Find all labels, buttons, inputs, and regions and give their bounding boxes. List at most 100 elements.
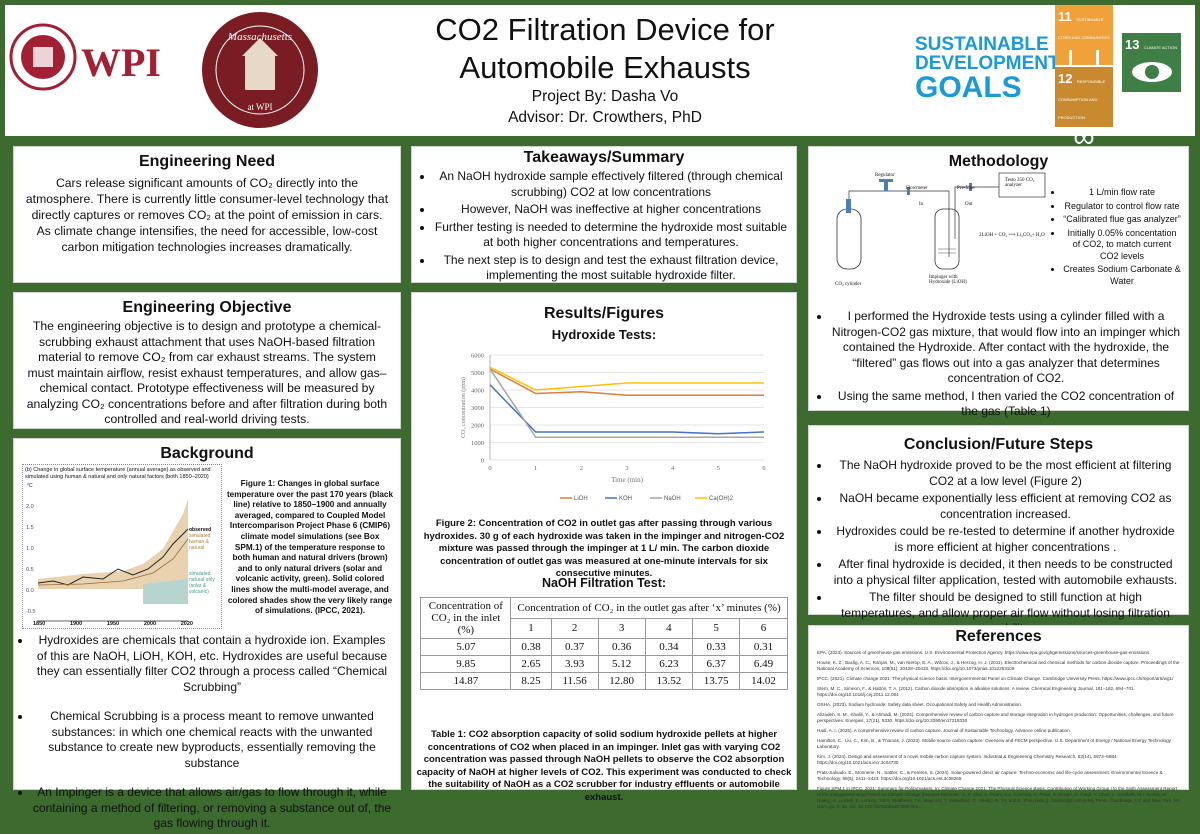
figure-heading: (b) Change in global surface temperature…	[25, 467, 211, 480]
takeaways-panel: Takeaways/Summary An NaOH hydroxide samp…	[411, 146, 797, 283]
minute-header: 5	[692, 617, 741, 639]
series-line-lioh	[489, 368, 764, 396]
temperature-figure: (b) Change in global surface temperature…	[22, 464, 222, 629]
y-tick-label: 3000	[471, 405, 484, 412]
methodology-bullets: I performed the Hydroxide tests using a …	[809, 307, 1189, 422]
advisor: Advisor: Dr. Crowthers, PhD	[508, 109, 702, 126]
poster-title: CO2 Filtration Device for Automobile Exh…	[435, 12, 775, 85]
table-1-caption: Table 1: CO2 absorption capacity of soli…	[416, 729, 792, 803]
sdg-tile-number: 12	[1058, 71, 1073, 86]
section-title: Takeaways/Summary	[523, 149, 685, 166]
figure-unit: °C	[27, 483, 33, 489]
figure-2-caption: Figure 2: Concentration of CO2 in outlet…	[423, 518, 785, 579]
svg-text:Massachusetts: Massachusetts	[227, 31, 292, 43]
outlet-cell: 6.49	[739, 655, 788, 673]
section-title: Engineering Objective	[122, 299, 292, 316]
x-tick-label: 1	[534, 465, 537, 472]
outlet-header: Concentration of CO₂ in the outlet gas a…	[510, 597, 788, 619]
label-reaction: 2LiOH + CO₂ ⟹ Li₂CO₃+ H₂O	[979, 233, 1045, 238]
engineering-need-panel: Engineering Need Cars release significan…	[13, 146, 401, 283]
sdg-tile-13: 13 CLIMATE ACTION	[1122, 33, 1181, 92]
outlet-cell: 8.25	[510, 672, 552, 690]
figure-1-caption: Figure 1: Changes in global surface temp…	[226, 479, 394, 616]
y-axis-label: CO₂ concentration (ppm)	[460, 377, 467, 438]
reference-item: Figure SPM.1 in IPCC, 2021: Summary for …	[817, 786, 1181, 809]
legend-label: KOH	[619, 496, 632, 502]
bullet-item: “Calibrated flue gas analyzer”	[1063, 214, 1181, 226]
references-list: EPA. (2023). Sources of greenhouse gas e…	[809, 650, 1188, 810]
outlet-cell: 0.37	[550, 638, 599, 656]
inlet-cell: 5.07	[420, 638, 512, 656]
apparatus-diagram	[836, 172, 1046, 270]
bullet-item: Creates Sodium Carbonate & Water	[1063, 264, 1181, 287]
minute-header: 3	[597, 617, 646, 639]
minute-header: 2	[550, 617, 599, 639]
bullet-item: Initially 0.05% concentation of CO2, to …	[1063, 228, 1181, 263]
author: Project By: Dasha Vo	[531, 88, 679, 105]
x-tick: 1900	[69, 621, 83, 627]
outlet-cell: 13.52	[644, 672, 694, 690]
x-tick: 1950	[106, 621, 120, 627]
sdg-logo-line: GOALS	[915, 71, 1022, 104]
sdg-tile-label: RESPONSIBLE CONSUMPTION AND PRODUCTION	[1058, 79, 1106, 120]
label-prefilter: Pre-filter	[957, 186, 976, 191]
temperature-plot	[37, 499, 189, 622]
table-wrap: Concentration of CO₂ in the inlet (%) Con…	[412, 597, 796, 690]
figure-labels: observed simulated human & natural simul…	[189, 527, 221, 595]
methodology-panel: Methodology Regulator Flowmeter Pre-filt…	[808, 146, 1189, 418]
y-tick: -0.5	[26, 609, 36, 615]
minute-header: 1	[510, 617, 552, 639]
sdg-tile-label: CLIMATE ACTION	[1143, 45, 1177, 50]
bullet-item: Hydroxides are chemicals that contain a …	[32, 633, 392, 695]
wpi-logo: WPI	[81, 40, 161, 85]
outlet-cell: 14.02	[739, 672, 788, 690]
y-tick-label: 5000	[471, 370, 484, 377]
x-tick: 2000	[143, 621, 157, 627]
x-tick-label: 4	[671, 465, 675, 472]
reference-item: House, K. Z., Baclig, A. C., Ranjan, M.,…	[817, 660, 1180, 671]
y-tick: 1.5	[26, 525, 34, 531]
legend-label: Ca(OH)2	[709, 496, 734, 502]
bullet-item: However, NaOH was ineffective at higher …	[434, 202, 788, 218]
reference-item: OSHA. (2023). Sodium hydroxide: Safety d…	[817, 702, 1023, 707]
x-tick-label: 5	[717, 465, 720, 472]
bullet-item: Regulator to control flow rate	[1063, 201, 1181, 213]
y-tick-label: 4000	[471, 388, 484, 395]
table-header-row: Concentration of CO₂ in the inlet (%) Con…	[420, 597, 788, 639]
bullet-item: The filter should be designed to still f…	[831, 590, 1180, 637]
x-tick-label: 2	[580, 465, 583, 472]
y-tick: 0.0	[26, 588, 34, 594]
y-tick-label: 2000	[471, 423, 484, 430]
label-in: In	[919, 202, 924, 207]
outlet-cell: 13.75	[692, 672, 741, 690]
y-tick: 1.0	[26, 546, 34, 552]
engineering-objective-panel: Engineering Objective The engineering ob…	[13, 292, 401, 429]
outlet-cell: 0.33	[692, 638, 741, 656]
table-row: 5.07 0.38 0.37 0.36 0.34 0.33 0.31	[420, 638, 788, 656]
conclusion-bullets: The NaOH hydroxide proved to be the most…	[809, 454, 1188, 637]
outlet-cell: 2.65	[510, 655, 552, 673]
section-title: References	[955, 628, 1042, 645]
x-tick: 2020	[180, 621, 193, 627]
sdg-tile-number: 11	[1058, 9, 1072, 24]
y-tick: 2.0	[26, 504, 34, 510]
outlet-cell: 6.23	[644, 655, 694, 673]
label-natural-only: simulated natural only (solar & volcanic…	[189, 571, 215, 595]
legend-label: LiOH	[574, 496, 588, 502]
bullet-item: Further testing is needed to determine t…	[434, 220, 788, 251]
sdg-tile-number: 13	[1125, 37, 1140, 52]
minute-header: 6	[739, 617, 788, 639]
objective-text: The engineering objective is to design a…	[26, 319, 388, 426]
reference-item: Stern, M. C., Simeon, F., & Hatton, T. A…	[817, 686, 1135, 697]
series-line-koh	[489, 384, 765, 435]
bullet-item: NaOH became exponentially less efficient…	[831, 491, 1180, 522]
outlet-cell: 6.37	[692, 655, 741, 673]
wpi-seal-logo	[9, 23, 77, 91]
results-panel: Results/Figures Hydroxide Tests: 0 1000 20…	[411, 292, 797, 803]
figure-x-ticks: 1850 1900 1950 2000 2020	[33, 621, 193, 627]
label-human-natural: simulated human & natural	[189, 533, 211, 551]
outlet-cell: 11.56	[550, 672, 599, 690]
y-tick-label: 6000	[471, 353, 484, 360]
outlet-cell: 0.34	[644, 638, 694, 656]
inlet-header: Concentration of CO₂ in the inlet (%)	[420, 597, 512, 639]
